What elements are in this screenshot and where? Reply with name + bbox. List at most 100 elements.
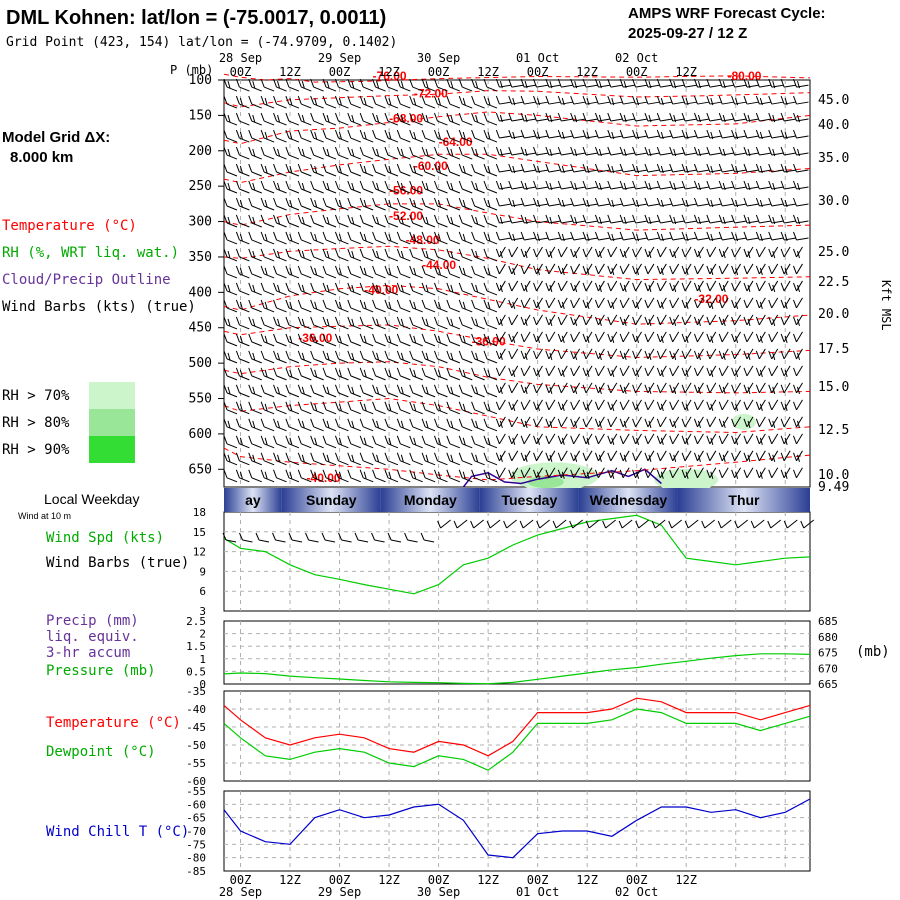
wind-barb — [508, 450, 519, 462]
wind-barb — [483, 231, 498, 245]
wind-barb — [446, 401, 461, 415]
wind-barb — [273, 469, 287, 483]
wind-barb — [619, 197, 636, 207]
rh-legend-swatch — [89, 409, 135, 436]
wind-barb — [681, 246, 692, 258]
wind-barb — [582, 95, 599, 106]
wind-barb — [446, 129, 461, 143]
wind-barb — [421, 435, 436, 449]
wind-barb — [495, 214, 512, 225]
wind-barb — [793, 382, 803, 394]
wind-barb — [483, 180, 498, 194]
wind-barb — [421, 367, 436, 381]
upper-wind-barbs — [223, 78, 809, 483]
wind-barb — [372, 469, 386, 483]
wind-barb — [669, 129, 685, 139]
wind-barb — [285, 214, 300, 228]
p-mb-label: P (mb) — [170, 63, 213, 77]
wind-barb — [520, 348, 531, 361]
wind-barb — [396, 180, 411, 194]
wind-barb — [235, 129, 250, 143]
top-hour-tick: 12Z — [576, 65, 598, 79]
wind-barb — [656, 78, 673, 88]
wind-barb — [396, 452, 411, 466]
wind-barb — [755, 382, 766, 394]
wind-barb — [334, 231, 349, 245]
wind-barb — [706, 78, 722, 88]
wind-barb — [458, 333, 473, 347]
wind-barb — [396, 333, 411, 347]
wind-barb — [768, 95, 784, 105]
wind-barb — [718, 263, 729, 275]
wind-barb — [322, 452, 337, 466]
wind-barb — [545, 263, 556, 275]
wind-barb — [310, 248, 324, 262]
wind-barb — [458, 146, 473, 160]
wind-barb — [693, 163, 710, 173]
wind-barb — [743, 95, 760, 105]
wind-barb — [780, 399, 791, 411]
wind-barb — [334, 163, 349, 177]
wind-barb — [582, 280, 593, 292]
wind-barb — [285, 350, 300, 364]
wind-barb — [322, 299, 337, 313]
wind-barb — [347, 197, 361, 211]
wind-barb — [768, 433, 779, 445]
wind-barb — [384, 452, 399, 466]
wind-barb — [334, 265, 349, 279]
wind-barb — [235, 248, 250, 262]
wind-barb — [297, 248, 312, 262]
wind-barb — [619, 263, 630, 275]
wind-barb — [780, 382, 791, 394]
wind-barb — [632, 197, 648, 208]
wind-barb — [570, 450, 581, 462]
wind-barb — [471, 418, 485, 432]
wind-barb — [248, 197, 262, 211]
wind-barb — [520, 129, 537, 139]
wind-barb — [681, 467, 692, 479]
wind-barb — [260, 265, 275, 279]
wind-barb — [396, 248, 411, 262]
wind-barb — [594, 416, 605, 428]
wind-barb — [545, 297, 556, 309]
wind-barb — [533, 180, 549, 190]
wind-barb — [372, 350, 386, 364]
wind-barb — [731, 365, 742, 378]
wind-barb — [285, 265, 300, 279]
wind-barb — [322, 214, 337, 228]
wind-barb — [446, 350, 461, 364]
bottom-hour-tick: 12Z — [675, 873, 697, 887]
surface-wind-barb — [338, 532, 352, 543]
wind-barb — [458, 129, 473, 143]
cycle-label: AMPS WRF Forecast Cycle: — [628, 5, 826, 22]
wind-barb — [693, 112, 710, 123]
wind-barb — [656, 163, 673, 174]
wind-barb — [396, 265, 411, 279]
wind-barb — [570, 399, 581, 411]
temperature-label: Temperature (°C) — [46, 715, 181, 731]
wind-barb — [681, 416, 692, 428]
wind-barb — [248, 180, 262, 194]
wind-barb — [718, 450, 729, 462]
wind-barb — [607, 280, 618, 292]
wind-barb — [322, 350, 337, 364]
wind-barb — [446, 197, 461, 211]
wind-barb — [718, 416, 729, 428]
wind-barb — [285, 112, 300, 126]
wind-barb — [235, 265, 250, 279]
wind-barb — [421, 78, 436, 92]
wind-barb — [607, 297, 618, 310]
wind-barb — [359, 95, 374, 109]
wind-barb — [322, 265, 337, 279]
surface-wind-barb — [717, 519, 732, 529]
wind-barb — [755, 348, 766, 360]
wind-barb — [409, 333, 423, 347]
wind-barb — [310, 129, 324, 143]
wind-barb — [693, 433, 704, 445]
wind-barb — [508, 365, 519, 378]
wind-barb — [310, 418, 324, 432]
wind-barb — [656, 197, 673, 208]
wind-barb — [433, 350, 448, 364]
wind-barb — [520, 365, 531, 377]
wind-barb — [607, 214, 623, 224]
